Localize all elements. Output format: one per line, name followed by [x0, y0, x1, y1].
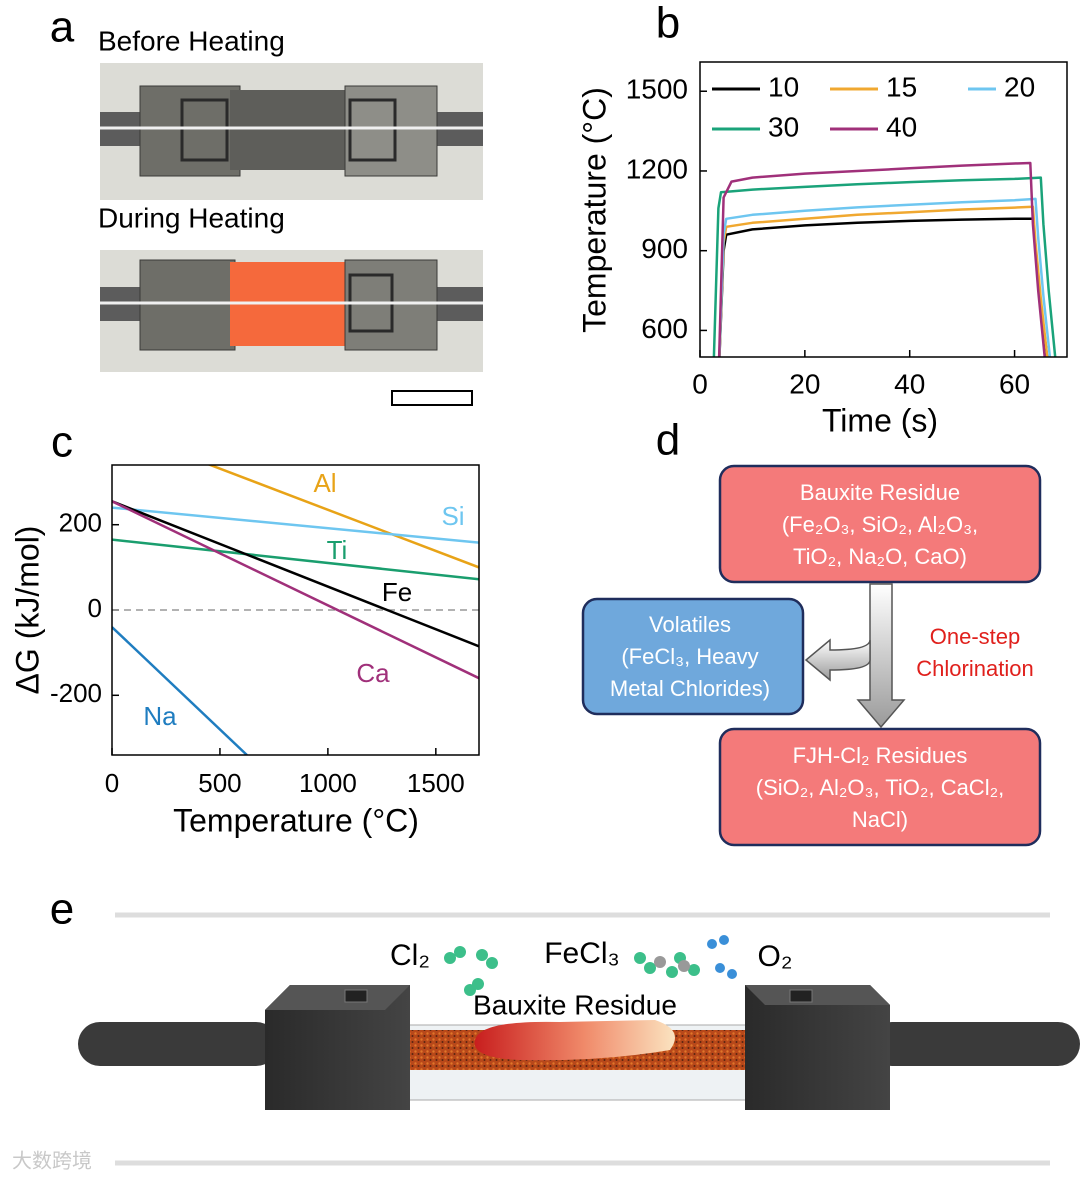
- plot-lines: [112, 465, 479, 755]
- data-line: [112, 506, 479, 544]
- x-tick-label: 1500: [407, 768, 465, 798]
- legend-label: 15: [886, 71, 917, 102]
- panel-label: a: [50, 3, 75, 52]
- line-label: Na: [143, 701, 177, 731]
- x-tick-label: 20: [789, 368, 820, 399]
- line-label: Fe: [382, 577, 412, 607]
- box-text: FJH-Cl₂ Residues: [793, 743, 968, 768]
- box-text: (FeCl₃, Heavy: [621, 644, 758, 669]
- y-axis-title: Temperature (°C): [576, 87, 612, 333]
- species-label: FeCl₃: [544, 937, 620, 970]
- plot-lines: [712, 161, 1057, 357]
- box: [581, 597, 805, 716]
- x-tick-label: 0: [105, 768, 119, 798]
- box: [718, 727, 1042, 847]
- box-text: NaCl): [852, 807, 908, 832]
- x-tick-label: 40: [894, 368, 925, 399]
- x-axis-title: Temperature (°C): [173, 802, 419, 838]
- box-text: (Fe₂O₃, SiO₂, Al₂O₃,: [782, 512, 978, 537]
- legend-label: 30: [768, 111, 799, 142]
- box-text: TiO₂, Na₂O, CaO): [793, 544, 967, 569]
- x-axis-title: Time (s): [822, 402, 938, 438]
- line-label: Ti: [327, 535, 348, 565]
- x-tick-label: 60: [999, 368, 1030, 399]
- panel-label: b: [656, 0, 680, 48]
- watermark: 大数跨境: [12, 1149, 92, 1172]
- data-line: [112, 500, 479, 680]
- y-tick-label: 0: [88, 593, 102, 623]
- y-tick-label: 1200: [626, 153, 688, 184]
- legend-label: 10: [768, 71, 799, 102]
- data-line: [718, 197, 1052, 357]
- flow-diagram: Bauxite Residue (Fe₂O₃, SiO₂, Al₂O₃, TiO…: [581, 464, 1042, 847]
- photo-caption: Before Heating: [98, 25, 285, 56]
- photo-before: [100, 63, 483, 200]
- y-tick-label: -200: [50, 678, 102, 708]
- y-tick-label: 200: [59, 508, 102, 538]
- arrow-label: One-step: [930, 624, 1021, 649]
- reactor-render: [78, 912, 1080, 1166]
- data-line: [112, 500, 479, 648]
- y-axis-title: ΔG (kJ/mol): [9, 526, 45, 695]
- y-tick-label: 1500: [626, 74, 688, 105]
- data-line: [712, 176, 1057, 357]
- x-tick-label: 0: [692, 368, 708, 399]
- plot-frame: [699, 61, 1068, 358]
- data-line: [717, 161, 1046, 357]
- data-line: [718, 217, 1049, 357]
- legend-label: 40: [886, 111, 917, 142]
- y-tick-label: 900: [641, 233, 688, 264]
- data-line: [112, 626, 248, 755]
- sample-label: Bauxite Residue: [473, 989, 677, 1020]
- line-label: Al: [313, 468, 336, 498]
- box-text: Volatiles: [649, 612, 731, 637]
- arrow: [804, 638, 871, 682]
- data-line: [112, 538, 479, 581]
- panel-label: e: [50, 885, 74, 934]
- legend-label: 20: [1004, 71, 1035, 102]
- box-text: (SiO₂, Al₂O₃, TiO₂, CaCl₂,: [756, 775, 1005, 800]
- species-label: O₂: [758, 940, 793, 973]
- arrow-label: Chlorination: [916, 656, 1033, 681]
- y-tick-label: 600: [641, 313, 688, 344]
- box: [718, 464, 1042, 584]
- arrow: [856, 583, 906, 729]
- plot-frame: [111, 464, 480, 756]
- photo-caption: During Heating: [98, 202, 285, 233]
- box-text: Metal Chlorides): [610, 676, 770, 701]
- x-tick-label: 500: [198, 768, 241, 798]
- box-text: Bauxite Residue: [800, 480, 960, 505]
- photo-during: [100, 250, 483, 372]
- line-label: Ca: [356, 658, 390, 688]
- x-tick-label: 1000: [299, 768, 357, 798]
- line-label: Si: [441, 501, 464, 531]
- panel-label: c: [51, 418, 73, 467]
- panel-label: d: [656, 416, 680, 465]
- data-line: [206, 465, 479, 569]
- scale-bar: [391, 390, 473, 406]
- species-label: Cl₂: [390, 939, 430, 972]
